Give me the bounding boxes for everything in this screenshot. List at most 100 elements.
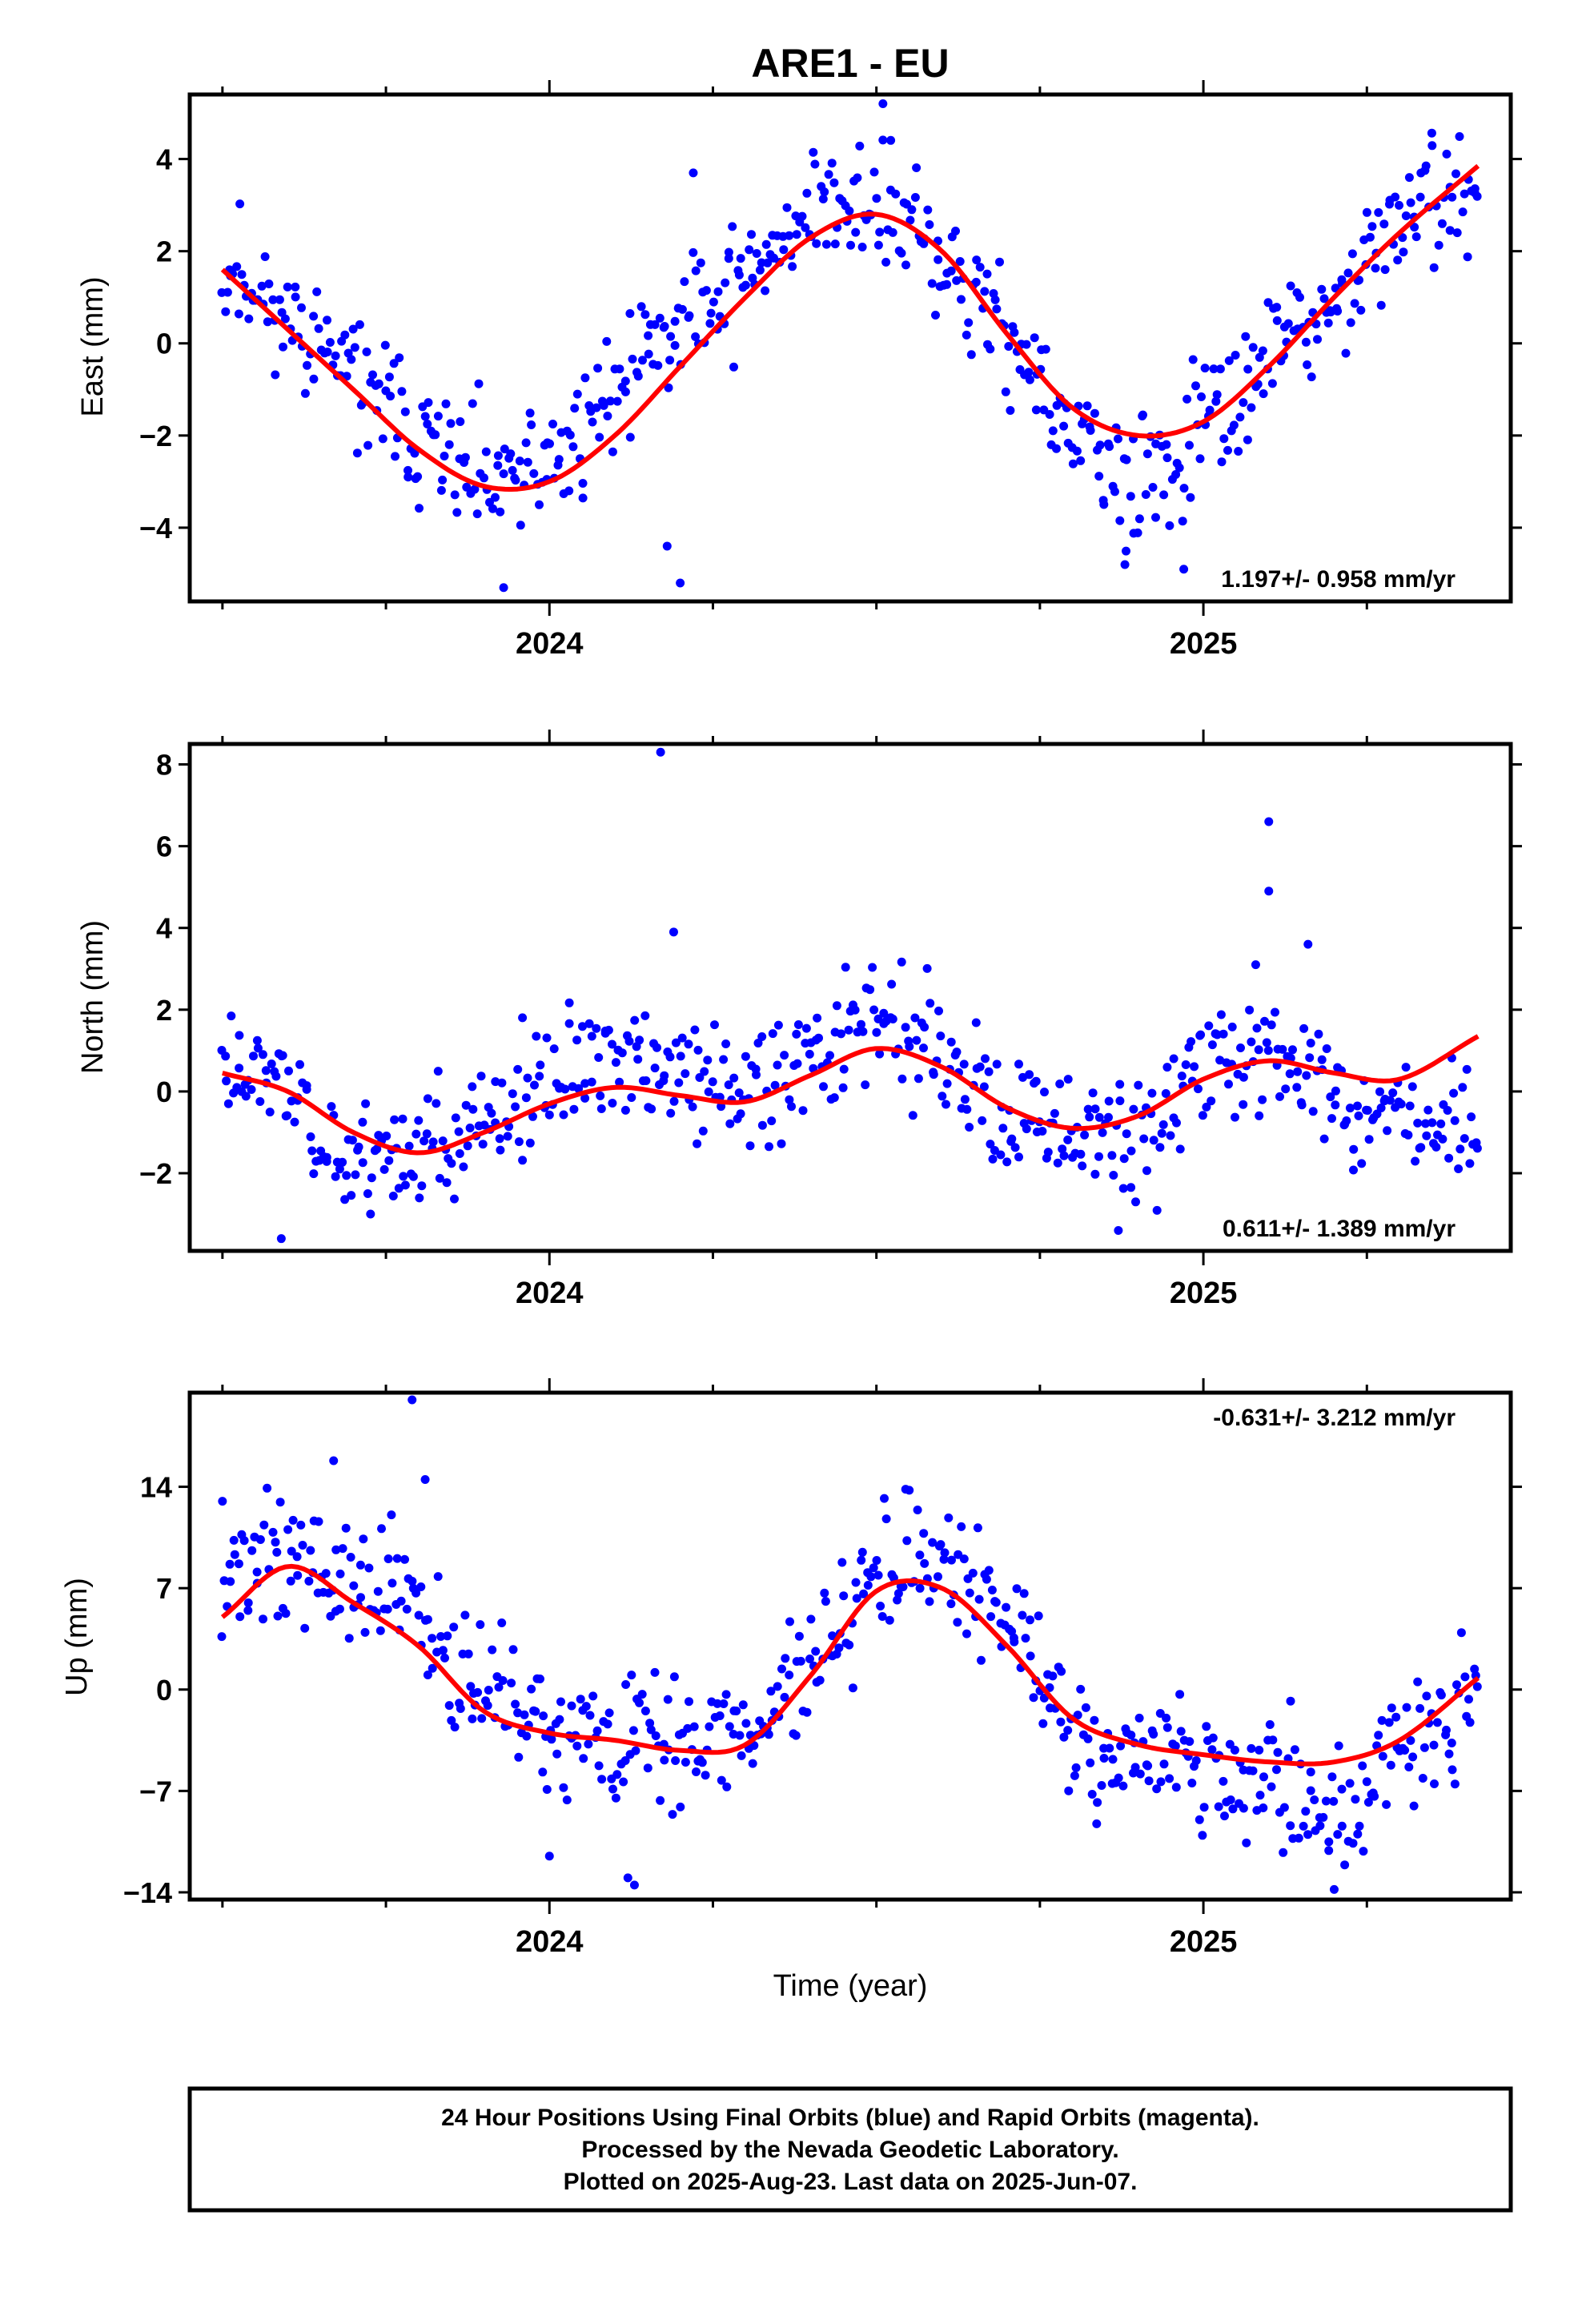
up-rate-label: -0.631+/- 3.212 mm/yr: [1213, 1405, 1456, 1431]
north-point: [962, 1104, 972, 1114]
up-point: [356, 1593, 365, 1602]
up-point: [349, 1581, 359, 1590]
north-point: [1177, 1072, 1186, 1081]
up-point: [584, 1739, 593, 1749]
east-point: [1239, 398, 1248, 408]
north-point: [1098, 1128, 1107, 1137]
east-point: [565, 430, 575, 440]
east-point: [620, 387, 630, 396]
up-point: [1272, 1765, 1281, 1775]
north-point: [1254, 1045, 1263, 1055]
north-point: [1465, 1159, 1475, 1168]
north-point: [725, 1119, 735, 1128]
up-point: [1452, 1680, 1461, 1690]
up-point: [1362, 1777, 1371, 1787]
east-point: [237, 270, 247, 279]
east-point: [588, 417, 597, 427]
up-point: [355, 1560, 365, 1570]
up-point: [1134, 1713, 1144, 1723]
up-point: [671, 1756, 681, 1765]
up-point: [963, 1574, 973, 1583]
east-point: [1045, 410, 1054, 419]
east-point: [380, 340, 390, 350]
east-point: [782, 203, 792, 212]
up-point: [676, 1802, 685, 1811]
north-point: [1109, 1171, 1118, 1180]
north-point: [358, 1117, 367, 1127]
east-point: [275, 295, 284, 304]
north-point: [608, 1099, 617, 1108]
east-point: [1255, 352, 1264, 362]
chart-title: ARE1 - EU: [751, 41, 949, 86]
north-point: [261, 1066, 271, 1076]
north-point: [801, 1023, 811, 1033]
north-point: [267, 1059, 276, 1068]
east-point: [481, 447, 491, 456]
east-point: [1082, 401, 1092, 411]
east-point: [1379, 219, 1389, 229]
north-point: [1166, 1131, 1175, 1140]
east-point: [992, 304, 1002, 314]
north-point: [1245, 1005, 1255, 1015]
east-point: [1395, 200, 1403, 210]
north-point: [459, 1162, 468, 1172]
up-point: [1391, 1712, 1401, 1722]
east-point: [1200, 364, 1210, 373]
up-point: [611, 1793, 620, 1803]
north-point: [428, 1137, 438, 1147]
east-point: [348, 324, 358, 334]
east-point: [1072, 446, 1082, 456]
east-point: [221, 307, 231, 316]
up-point: [1018, 1610, 1027, 1620]
up-point: [848, 1683, 857, 1693]
east-point: [1205, 405, 1215, 415]
up-point: [1026, 1615, 1034, 1625]
east-point: [886, 135, 896, 145]
up-point: [1267, 1782, 1276, 1791]
north-point: [535, 1072, 544, 1081]
up-point: [620, 1756, 630, 1765]
north-point: [1131, 1197, 1140, 1207]
north-point: [785, 1095, 794, 1104]
north-point: [596, 1091, 605, 1100]
east-point: [1463, 252, 1472, 262]
east-point: [713, 287, 723, 296]
east-point: [709, 297, 718, 307]
east-point: [1415, 192, 1425, 202]
north-point: [1271, 1007, 1279, 1017]
north-point: [340, 1195, 350, 1204]
up-point: [436, 1632, 446, 1641]
east-point: [612, 396, 622, 406]
east-point: [511, 476, 520, 485]
north-point: [879, 1008, 889, 1018]
north-point: [1407, 1082, 1417, 1092]
north-point: [487, 1108, 496, 1118]
north-point: [1152, 1205, 1162, 1215]
up-point: [1353, 1829, 1363, 1839]
up-point: [668, 1810, 677, 1819]
north-point: [837, 1029, 845, 1039]
up-point: [619, 1777, 628, 1787]
north-point: [400, 1180, 410, 1190]
east-point: [529, 468, 539, 478]
east-point: [934, 255, 943, 264]
north-point: [1263, 1046, 1273, 1055]
up-point: [498, 1676, 508, 1685]
north-point: [564, 998, 574, 1007]
up-point: [851, 1578, 861, 1587]
north-point: [465, 1124, 475, 1132]
east-point: [845, 206, 854, 215]
east-point: [1022, 340, 1031, 349]
north-point: [1405, 1101, 1415, 1111]
east-point: [389, 359, 399, 368]
east-point: [905, 215, 915, 225]
north-point: [1227, 1022, 1237, 1031]
north-point: [1155, 1143, 1165, 1152]
up-point: [341, 1523, 351, 1533]
up-point: [1026, 1651, 1035, 1661]
up-point: [1450, 1779, 1460, 1789]
east-point: [986, 344, 995, 354]
east-point: [729, 362, 738, 372]
up-point: [1198, 1831, 1207, 1840]
east-point: [384, 372, 394, 382]
